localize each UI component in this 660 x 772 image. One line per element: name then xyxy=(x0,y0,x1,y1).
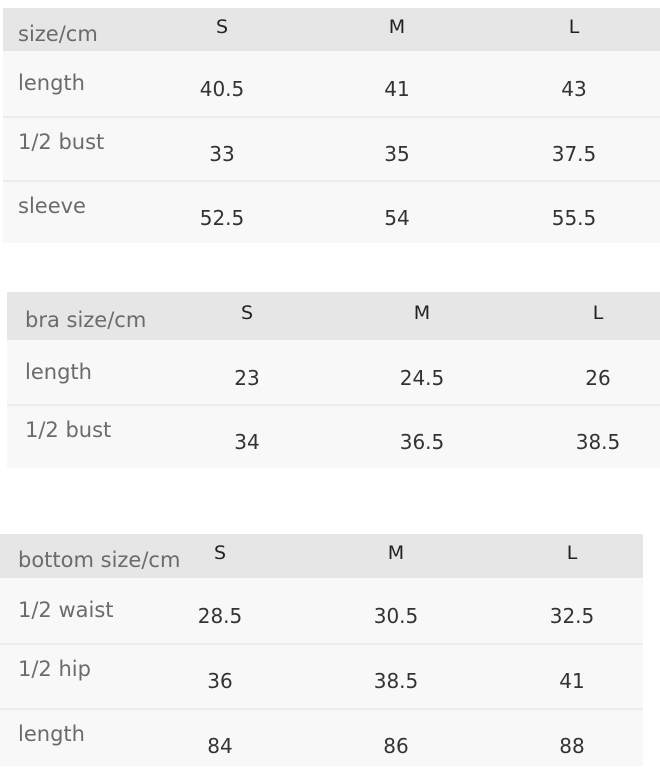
cell-value: 55.5 xyxy=(551,206,597,230)
cell-value: 38.5 xyxy=(575,430,621,454)
cell-value: 36 xyxy=(207,669,233,693)
cell-value: 32.5 xyxy=(549,604,595,628)
cell-value: 52.5 xyxy=(199,206,245,230)
table-row: length 40.5 41 43 xyxy=(3,51,660,118)
table-row: length 23 24.5 26 xyxy=(7,340,660,406)
cell-value: 54 xyxy=(384,206,410,230)
size-header: L xyxy=(566,542,578,564)
cell-value: 35 xyxy=(384,142,410,166)
table-row: 1/2 waist 28.5 30.5 32.5 xyxy=(0,578,643,645)
cell-value: 41 xyxy=(384,77,410,101)
table-header: bra size/cm S M L xyxy=(7,292,660,340)
row-label: length xyxy=(18,71,85,95)
row-label: 1/2 hip xyxy=(18,657,91,681)
size-header: S xyxy=(215,16,229,38)
table-row: 1/2 bust 34 36.5 38.5 xyxy=(7,406,660,468)
row-label: 1/2 bust xyxy=(18,130,105,154)
table-row: 1/2 hip 36 38.5 41 xyxy=(0,645,643,710)
table-header: bottom size/cm S M L xyxy=(0,534,643,578)
cell-value: 86 xyxy=(383,734,409,758)
cell-value: 36.5 xyxy=(399,430,445,454)
size-header: L xyxy=(592,302,604,324)
row-label: 1/2 waist xyxy=(18,598,114,622)
cell-value: 43 xyxy=(561,77,587,101)
row-label: length xyxy=(18,722,85,746)
table-row: 1/2 bust 33 35 37.5 xyxy=(3,118,660,182)
cell-value: 40.5 xyxy=(199,77,245,101)
header-label: bra size/cm xyxy=(25,308,147,332)
cell-value: 88 xyxy=(559,734,585,758)
row-label: sleeve xyxy=(18,194,86,218)
cell-value: 41 xyxy=(559,669,585,693)
size-header: M xyxy=(413,302,431,324)
cell-value: 30.5 xyxy=(373,604,419,628)
cell-value: 23 xyxy=(234,366,260,390)
cell-value: 33 xyxy=(209,142,235,166)
cell-value: 34 xyxy=(234,430,260,454)
size-table: bottom size/cm S M L 1/2 waist 28.5 30.5 32.5 1/… xyxy=(0,534,643,766)
cell-value: 84 xyxy=(207,734,233,758)
table-row: sleeve 52.5 54 55.5 xyxy=(3,182,660,243)
cell-value: 24.5 xyxy=(399,366,445,390)
cell-value: 28.5 xyxy=(197,604,243,628)
size-header: M xyxy=(387,542,405,564)
size-header: S xyxy=(240,302,254,324)
size-header: M xyxy=(388,16,406,38)
cell-value: 26 xyxy=(585,366,611,390)
cell-value: 37.5 xyxy=(551,142,597,166)
header-label: size/cm xyxy=(18,22,98,46)
cell-value: 38.5 xyxy=(373,669,419,693)
row-label: length xyxy=(25,360,92,384)
size-header: S xyxy=(213,542,227,564)
table-header: size/cm S M L xyxy=(3,8,660,51)
size-header: L xyxy=(568,16,580,38)
table-row: length 84 86 88 xyxy=(0,710,643,766)
row-label: 1/2 bust xyxy=(25,418,112,442)
header-label: bottom size/cm xyxy=(18,548,181,572)
